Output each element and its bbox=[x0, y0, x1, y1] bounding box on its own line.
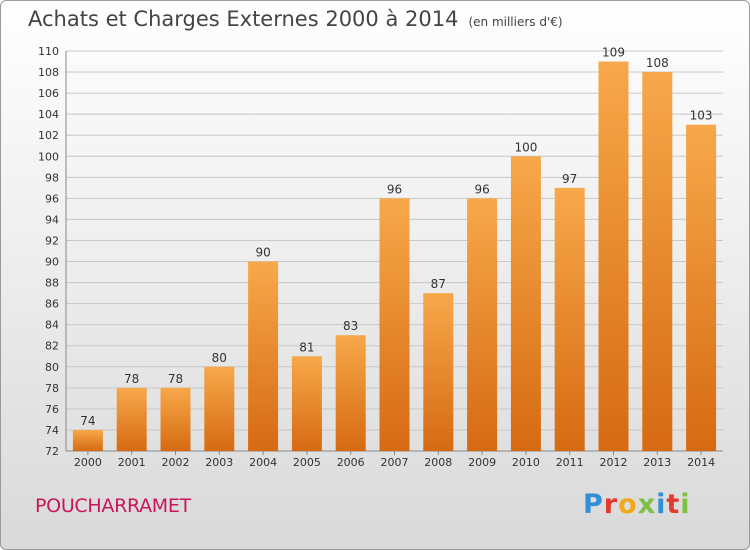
bar-2014 bbox=[686, 124, 717, 452]
y-tick-label: 88 bbox=[45, 277, 59, 290]
bar-2001 bbox=[116, 387, 147, 451]
bar-2013 bbox=[642, 72, 673, 451]
bar-2010 bbox=[510, 156, 541, 451]
proxiti-logo[interactable]: Proxiti bbox=[583, 489, 691, 520]
y-tick-label: 82 bbox=[45, 340, 59, 353]
x-tick-label-2009: 2009 bbox=[468, 456, 496, 469]
x-tick-label-2006: 2006 bbox=[337, 456, 365, 469]
data-labels: 74 78 78 80 90 81 83 96 87 96 100 97 109 108 103 bbox=[80, 46, 712, 428]
x-axis-ticks: 2000 2001 2002 2003 2004 2005 2006 2007 2008 2009… bbox=[74, 451, 715, 469]
x-tick-label-2014: 2014 bbox=[687, 456, 715, 469]
x-tick-label-2004: 2004 bbox=[249, 456, 277, 469]
x-tick-label-2003: 2003 bbox=[205, 456, 233, 469]
x-tick-label-2008: 2008 bbox=[424, 456, 452, 469]
data-label-2011: 97 bbox=[562, 172, 577, 186]
data-label-2014: 103 bbox=[690, 109, 713, 123]
bar-2009 bbox=[467, 198, 498, 451]
bar-2011 bbox=[554, 187, 585, 451]
town-name: POUCHARRAMET bbox=[35, 495, 191, 517]
x-tick-label-2005: 2005 bbox=[293, 456, 321, 469]
data-label-2006: 83 bbox=[343, 319, 358, 333]
x-tick-label-2000: 2000 bbox=[74, 456, 102, 469]
y-tick-label: 96 bbox=[45, 192, 59, 205]
data-label-2008: 87 bbox=[431, 277, 446, 291]
bar-2007 bbox=[379, 198, 410, 451]
brand-letter: i bbox=[680, 489, 691, 520]
y-tick-label: 76 bbox=[45, 403, 59, 416]
x-tick-label-2011: 2011 bbox=[556, 456, 584, 469]
y-tick-label: 100 bbox=[38, 150, 59, 163]
y-tick-label: 78 bbox=[45, 382, 59, 395]
brand-letter: i bbox=[656, 489, 667, 520]
y-tick-label: 98 bbox=[45, 171, 59, 184]
bar-2004 bbox=[248, 261, 279, 451]
brand-letter: r bbox=[603, 489, 619, 520]
data-label-2012: 109 bbox=[602, 46, 625, 60]
x-tick-label-2012: 2012 bbox=[600, 456, 628, 469]
data-label-2001: 78 bbox=[124, 372, 139, 386]
y-tick-label: 92 bbox=[45, 234, 59, 247]
brand-letter: x bbox=[637, 489, 657, 520]
y-tick-label: 72 bbox=[45, 445, 59, 458]
brand-letter: t bbox=[666, 489, 681, 520]
y-tick-label: 94 bbox=[45, 213, 59, 226]
data-label-2003: 80 bbox=[212, 351, 227, 365]
x-tick-label-2010: 2010 bbox=[512, 456, 540, 469]
y-tick-label: 108 bbox=[38, 66, 59, 79]
chart-title-text: Achats et Charges Externes 2000 à 2014 bbox=[28, 7, 459, 31]
y-tick-label: 110 bbox=[38, 45, 59, 58]
bar-2000 bbox=[72, 429, 103, 451]
data-label-2002: 78 bbox=[168, 372, 183, 386]
data-label-2004: 90 bbox=[255, 246, 270, 260]
data-label-2013: 108 bbox=[646, 56, 669, 70]
y-tick-label: 106 bbox=[38, 87, 59, 100]
brand-letter: P bbox=[583, 489, 604, 520]
y-tick-label: 84 bbox=[45, 319, 59, 332]
y-tick-label: 74 bbox=[45, 424, 59, 437]
bar-2006 bbox=[335, 335, 366, 451]
bar-2008 bbox=[423, 293, 454, 451]
x-tick-label-2007: 2007 bbox=[381, 456, 409, 469]
y-tick-label: 80 bbox=[45, 361, 59, 374]
chart-title: Achats et Charges Externes 2000 à 2014 (e… bbox=[28, 7, 563, 31]
x-tick-label-2002: 2002 bbox=[162, 456, 190, 469]
x-tick-label-2001: 2001 bbox=[118, 456, 146, 469]
chart-unit: (en milliers d'€) bbox=[468, 15, 563, 29]
data-label-2010: 100 bbox=[514, 140, 537, 154]
x-tick-label-2013: 2013 bbox=[643, 456, 671, 469]
bar-2012 bbox=[598, 61, 629, 452]
y-axis-ticks: 72 74 76 78 80 82 84 86 88 90 92 94 96 98 100 102 104 106… bbox=[38, 45, 59, 458]
y-tick-label: 86 bbox=[45, 298, 59, 311]
brand-letter: o bbox=[618, 489, 638, 520]
y-tick-label: 90 bbox=[45, 256, 59, 269]
bar-2003 bbox=[204, 366, 235, 451]
y-tick-label: 104 bbox=[38, 108, 59, 121]
data-label-2000: 74 bbox=[80, 414, 95, 428]
data-label-2007: 96 bbox=[387, 182, 402, 196]
bar-2005 bbox=[291, 356, 322, 451]
bars bbox=[72, 61, 717, 452]
data-label-2005: 81 bbox=[299, 340, 314, 354]
data-label-2009: 96 bbox=[474, 182, 489, 196]
y-tick-label: 102 bbox=[38, 129, 59, 142]
bar-2002 bbox=[160, 387, 191, 451]
